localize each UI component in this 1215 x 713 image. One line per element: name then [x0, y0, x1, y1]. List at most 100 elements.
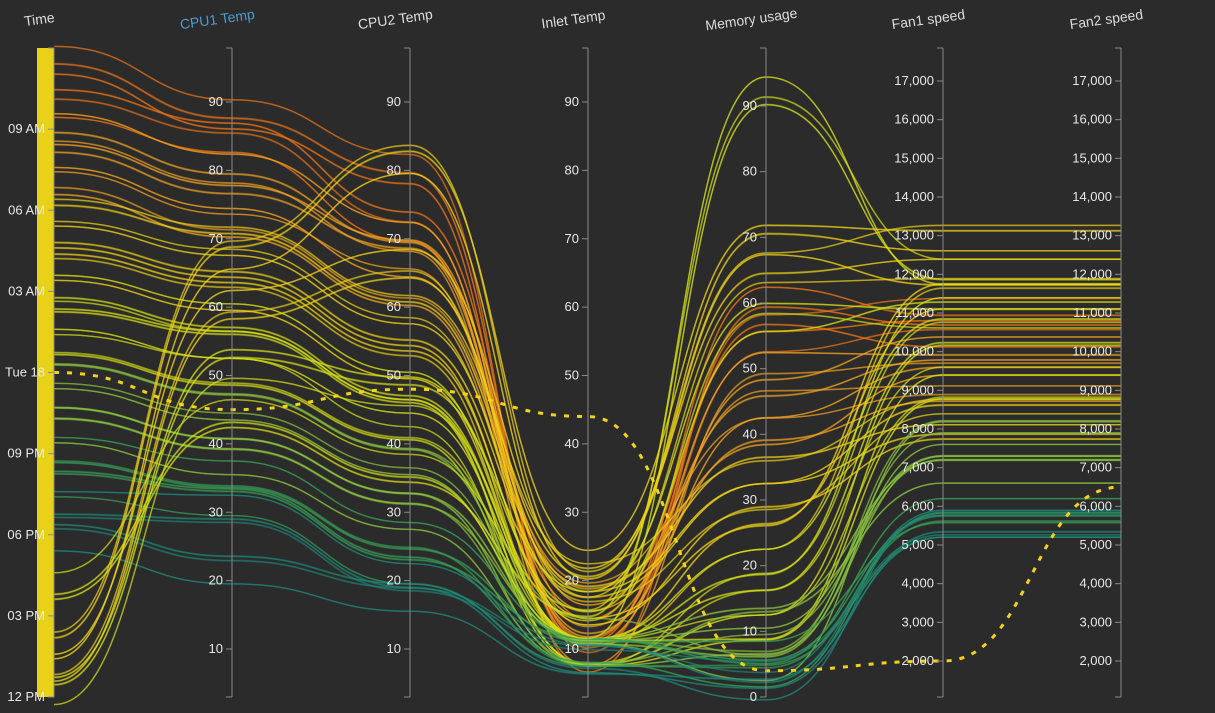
data-line	[53, 225, 1121, 588]
data-line	[53, 89, 1121, 620]
data-line	[53, 172, 1121, 660]
tick-label: 14,000	[894, 189, 934, 204]
data-line	[53, 328, 1121, 641]
data-line	[53, 247, 1121, 626]
data-line	[53, 62, 1121, 644]
tick-label: 80	[565, 162, 579, 177]
tick-label: 14,000	[1072, 189, 1112, 204]
axis-title-memory[interactable]: Memory usage	[704, 5, 798, 34]
tick-label: 10,000	[894, 344, 934, 359]
data-line	[53, 113, 1121, 646]
data-line	[53, 193, 1121, 612]
data-line	[53, 406, 1121, 642]
data-line	[53, 172, 1121, 660]
data-line	[53, 140, 1121, 667]
data-line	[53, 269, 1121, 675]
data-line	[53, 62, 1121, 644]
data-lines-layer	[37, 45, 1122, 706]
tick-label: 15,000	[1072, 150, 1112, 165]
data-line	[53, 225, 1121, 587]
data-line	[53, 270, 1121, 676]
data-line	[53, 253, 1121, 682]
data-line	[53, 150, 1121, 638]
tick-label: 10,000	[1072, 344, 1112, 359]
axis-title-cpu2[interactable]: CPU2 Temp	[357, 6, 434, 32]
axis-fan1[interactable]: 2,000 3,000 4,000 5,000 6,000 7,000 8,000 9,000…	[891, 6, 966, 698]
data-line	[53, 186, 1121, 584]
data-line	[53, 140, 1121, 667]
tick-label: 90	[743, 98, 757, 113]
tick-label: 13,000	[894, 228, 934, 243]
tick-label: 03 AM	[8, 283, 45, 298]
data-line	[53, 407, 1121, 642]
data-line	[53, 166, 1121, 590]
tick-label: 8,000	[1079, 421, 1112, 436]
tick-label: 12 PM	[7, 689, 45, 704]
tick-label: 30	[209, 504, 223, 519]
tick-label: 60	[209, 299, 223, 314]
data-line	[53, 241, 1121, 598]
tick-label: 8,000	[901, 421, 934, 436]
data-line	[53, 89, 1121, 620]
tick-label: 15,000	[894, 150, 934, 165]
data-line	[53, 63, 1121, 644]
tick-label: 2,000	[1079, 653, 1112, 668]
tick-label: 20	[209, 573, 223, 588]
axis-fan2[interactable]: 2,000 3,000 4,000 5,000 6,000 7,000 8,000 9,000…	[1069, 6, 1144, 698]
tick-label: 5,000	[901, 537, 934, 552]
data-line	[53, 248, 1121, 655]
axis-title-cpu1[interactable]: CPU1 Temp	[179, 6, 256, 32]
tick-label: 80	[743, 164, 757, 179]
tick-label: 10	[565, 641, 579, 656]
data-line	[53, 301, 1121, 678]
data-line	[53, 166, 1121, 590]
tick-label: 5,000	[1079, 537, 1112, 552]
data-line	[53, 301, 1121, 679]
data-line	[53, 254, 1121, 683]
data-line	[53, 172, 1121, 660]
axis-title-time[interactable]: Time	[23, 9, 56, 29]
data-line	[53, 113, 1121, 646]
data-line	[53, 112, 1122, 646]
data-line	[53, 132, 1121, 638]
data-line	[53, 312, 1121, 706]
data-line	[53, 89, 1121, 620]
data-line	[53, 204, 1121, 593]
tick-label: 4,000	[901, 576, 934, 591]
data-line	[53, 88, 1121, 620]
tick-label: 90	[565, 94, 579, 109]
axis-title-fan2[interactable]: Fan2 speed	[1069, 6, 1144, 32]
axis-title-fan1[interactable]: Fan1 speed	[891, 6, 966, 32]
data-line	[53, 313, 1121, 706]
data-line	[53, 220, 1121, 603]
tick-label: 40	[565, 436, 579, 451]
axis-time[interactable]: 12 PM 03 PM 06 PM 09 PM Tue 18 03 AM 06 AM 09 A…	[5, 9, 56, 704]
data-line	[53, 150, 1121, 639]
data-line	[53, 63, 1121, 644]
data-line	[53, 98, 1121, 649]
data-line	[53, 301, 1121, 679]
tick-label: 60	[743, 295, 757, 310]
data-line	[53, 171, 1121, 628]
data-line	[53, 328, 1121, 642]
data-line	[53, 73, 1121, 673]
data-line	[53, 302, 1121, 686]
data-line	[53, 302, 1121, 686]
data-line	[53, 303, 1121, 685]
axis-title-inlet[interactable]: Inlet Temp	[540, 7, 606, 32]
data-line	[53, 187, 1121, 584]
data-line	[53, 144, 1121, 633]
tick-label: 40	[387, 436, 401, 451]
outlier-dashed-line	[53, 371, 1122, 673]
tick-label: 7,000	[1079, 460, 1112, 475]
tick-label: 20	[565, 573, 579, 588]
data-line	[53, 172, 1121, 660]
tick-label: 09 AM	[8, 121, 45, 136]
data-line	[53, 204, 1122, 593]
tick-label: 10	[209, 641, 223, 656]
data-line	[53, 151, 1121, 635]
data-line	[53, 253, 1121, 682]
tick-label: 06 AM	[8, 202, 45, 217]
tick-label: 50	[565, 368, 579, 383]
data-line	[53, 205, 1121, 593]
